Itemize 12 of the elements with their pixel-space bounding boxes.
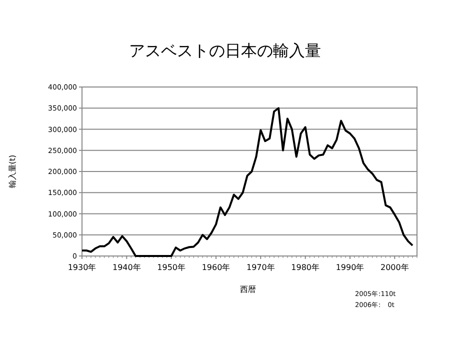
line-series (81, 107, 414, 257)
x-tick-label: 1960年 (202, 263, 230, 272)
y-axis-title: 輸入量(t) (8, 154, 17, 188)
x-tick-label: 2000年 (380, 263, 409, 272)
x-tick-label: 1950年 (157, 263, 186, 272)
x-axis-title: 西暦 (240, 285, 256, 294)
x-tick-label: 1930年 (68, 263, 96, 272)
chart-title: アスベストの日本の輸入量 (129, 41, 321, 60)
x-tick-label: 1940年 (112, 263, 141, 272)
x-tick-label: 1980年 (291, 263, 320, 272)
x-tick-label: 1990年 (336, 263, 364, 272)
x-tick-label: 1970年 (246, 263, 275, 272)
